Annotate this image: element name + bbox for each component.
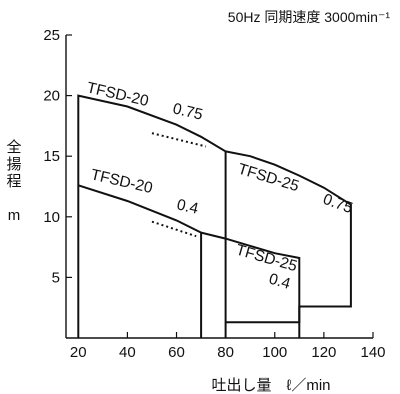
x-tick-label: 140 [360, 344, 385, 361]
x-tick-label: 40 [119, 344, 136, 361]
series-labels: TFSD-200.75TFSD-250.75TFSD-200.4TFSD-250… [85, 79, 355, 293]
x-tick-label: 80 [217, 344, 234, 361]
x-axis-title: 吐出し量 ℓ／min [211, 377, 330, 394]
series-line-tfsd20-04 [77, 184, 203, 338]
x-tick-label: 20 [70, 344, 87, 361]
x-tick-label: 100 [262, 344, 287, 361]
series-label-power: 0.4 [175, 196, 200, 217]
series-line-tfsd25-075 [225, 150, 352, 338]
overlap-dotted-line [151, 220, 197, 238]
series-line-tfsd25-04 [200, 231, 301, 324]
y-tick-label: 15 [43, 148, 60, 165]
x-tick-label: 60 [168, 344, 185, 361]
y-tick-label: 20 [43, 88, 60, 105]
y-tick-label: 10 [43, 209, 60, 226]
chart-title: 50Hz 同期速度 3000min⁻¹ [228, 9, 391, 25]
y-tick-label: 25 [43, 27, 60, 44]
series-label-model: TFSD-20 [85, 79, 150, 110]
y-tick-label: 5 [52, 269, 60, 286]
x-tick-label: 120 [311, 344, 336, 361]
y-axis-unit: m [8, 207, 21, 224]
y-axis-title-char: 全 [6, 138, 21, 156]
series-label-power: 0.75 [321, 191, 355, 217]
y-axis-title-char: 程 [6, 173, 21, 190]
y-tick-labels: 5 10 15 20 25 [43, 27, 60, 286]
series-label-power: 0.4 [267, 271, 293, 293]
series-layer [77, 94, 352, 338]
series-label-model: TFSD-25 [234, 242, 299, 276]
series-label-power: 0.75 [171, 100, 204, 123]
y-axis-title-char: 揚 [6, 156, 21, 173]
x-tick-labels: 20 40 60 80 100 120 140 [70, 344, 386, 361]
series-label-model: TFSD-25 [236, 161, 301, 196]
series-line-tfsd20-075 [77, 94, 227, 338]
overlap-dotted-line [151, 132, 207, 148]
